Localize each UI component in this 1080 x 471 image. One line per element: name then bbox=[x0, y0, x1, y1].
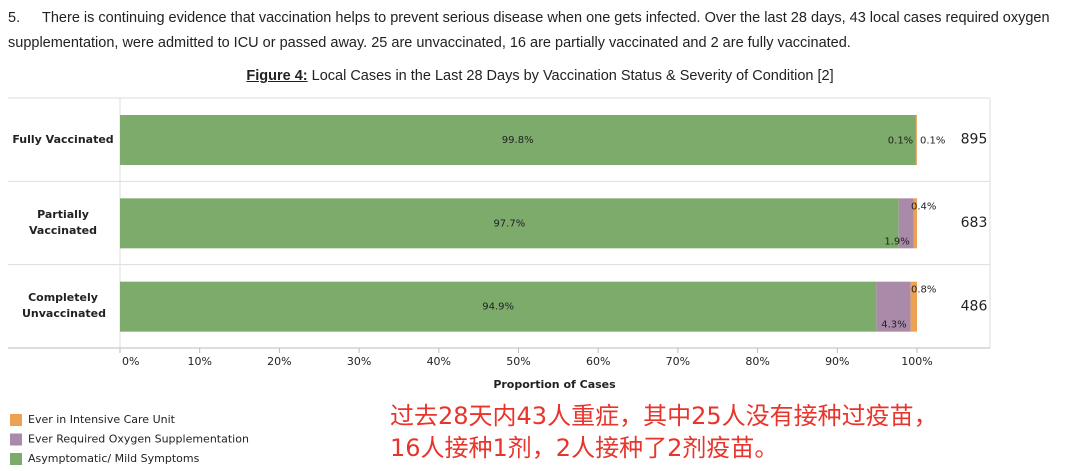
legend-label: Ever in Intensive Care Unit bbox=[28, 413, 176, 426]
category-label: Partially Vaccinated bbox=[29, 208, 97, 237]
bar-segment bbox=[120, 198, 899, 249]
data-label: 97.7% bbox=[493, 218, 525, 229]
data-label: 0.1% bbox=[888, 136, 913, 147]
data-label: 4.3% bbox=[881, 320, 906, 331]
legend-label: Ever Required Oxygen Supplementation bbox=[28, 433, 249, 446]
x-tick-label: 20% bbox=[267, 355, 291, 368]
bar-segment bbox=[898, 198, 914, 249]
data-label: 0.8% bbox=[911, 285, 936, 296]
bar-segment bbox=[915, 115, 917, 165]
data-label: 0.1% bbox=[920, 136, 945, 147]
paragraph-span: There is continuing evidence that vaccin… bbox=[8, 10, 1050, 51]
figure-caption: Local Cases in the Last 28 Days by Vacci… bbox=[311, 68, 834, 84]
x-tick-label: 0% bbox=[122, 355, 139, 368]
paragraph-number: 5. bbox=[8, 10, 21, 26]
category-label: Completely Unvaccinated bbox=[22, 291, 107, 321]
x-tick-label: 70% bbox=[666, 355, 690, 368]
x-tick-label: 10% bbox=[187, 355, 211, 368]
figure-label: Figure 4: bbox=[246, 68, 308, 84]
data-label: 94.9% bbox=[482, 302, 514, 313]
legend-label: Asymptomatic/ Mild Symptoms bbox=[28, 452, 200, 465]
x-tick-label: 60% bbox=[586, 355, 610, 368]
figure-title: Figure 4: Local Cases in the Last 28 Day… bbox=[0, 68, 1080, 84]
bar-segment bbox=[120, 281, 877, 332]
legend-swatch bbox=[10, 433, 22, 446]
annotation-line: 过去28天内43人重症，其中25人没有接种过疫苗， bbox=[390, 402, 938, 430]
x-tick-label: 30% bbox=[347, 355, 371, 368]
row-total: 895 bbox=[961, 132, 988, 148]
annotation-line: 16人接种1剂，2人接种了2剂疫苗。 bbox=[390, 434, 779, 462]
data-label: 99.8% bbox=[502, 135, 534, 146]
category-label: Fully Vaccinated bbox=[12, 132, 114, 146]
x-tick-label: 50% bbox=[506, 355, 530, 368]
bar-segment bbox=[120, 115, 916, 165]
paragraph-text: There is continuing evidence that vaccin… bbox=[8, 6, 1078, 56]
legend-swatch bbox=[10, 414, 22, 426]
x-tick-label: 100% bbox=[901, 355, 932, 368]
data-label: 0.4% bbox=[911, 201, 936, 212]
data-label: 1.9% bbox=[884, 236, 909, 247]
row-total: 683 bbox=[961, 215, 988, 231]
bar-segment bbox=[910, 281, 917, 332]
x-axis-label: Proportion of Cases bbox=[493, 378, 616, 391]
paragraph-body: There is continuing evidence that vaccin… bbox=[8, 6, 1078, 56]
x-tick-label: 40% bbox=[427, 355, 451, 368]
row-total: 486 bbox=[961, 298, 988, 314]
legend-swatch bbox=[10, 453, 22, 465]
x-tick-label: 80% bbox=[745, 355, 769, 368]
x-tick-label: 90% bbox=[825, 355, 849, 368]
bar-segment bbox=[876, 281, 911, 332]
bar-segment bbox=[916, 115, 917, 165]
bar-segment bbox=[913, 198, 917, 249]
